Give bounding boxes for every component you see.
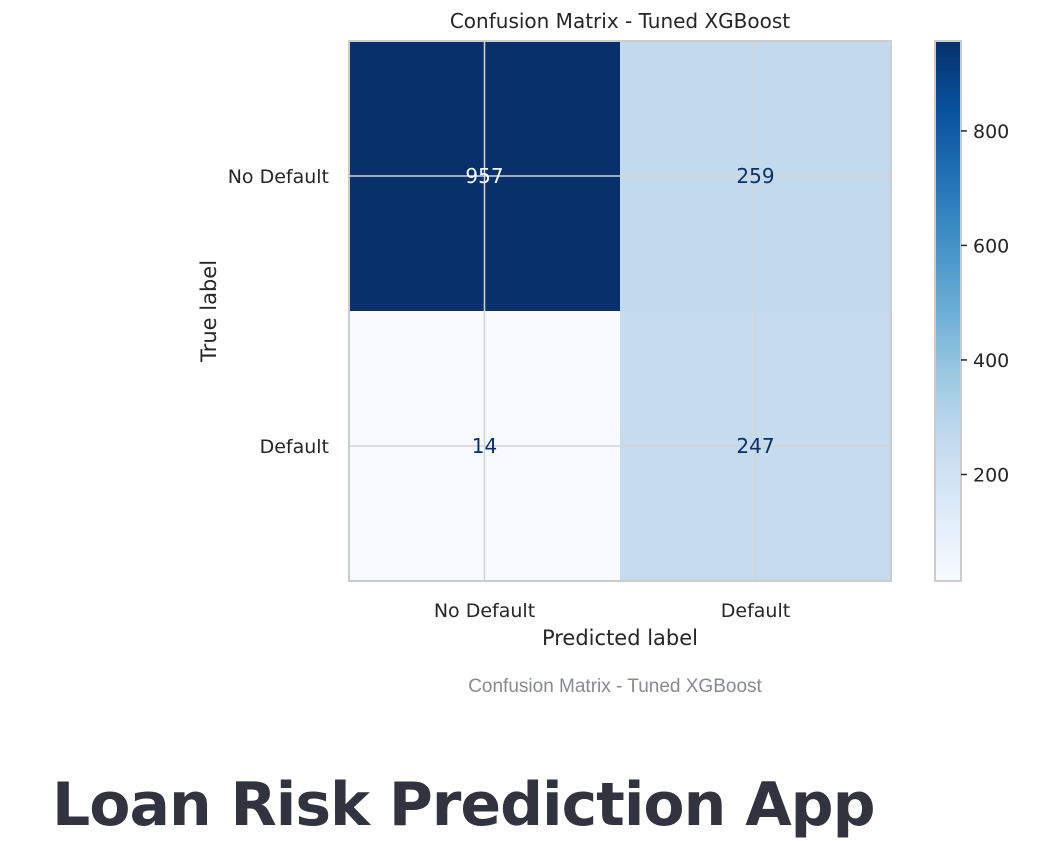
x-tick-label: Default xyxy=(721,600,790,622)
chart-title: Confusion Matrix - Tuned XGBoost xyxy=(450,9,790,33)
confusion-matrix-figure: Confusion Matrix - Tuned XGBoost 957 259 14… xyxy=(197,9,1009,650)
x-tick-label: No Default xyxy=(434,600,535,622)
cell-value-label: 247 xyxy=(736,434,774,458)
colorbar-tick-label: 200 xyxy=(973,464,1009,486)
colorbar-tick-label: 600 xyxy=(973,235,1009,257)
axes-frame xyxy=(348,40,892,582)
colorbar xyxy=(934,40,962,582)
colorbar-tick-label: 800 xyxy=(973,121,1009,143)
page-title: Loan Risk Prediction App xyxy=(52,770,876,840)
figure-caption: Confusion Matrix - Tuned XGBoost xyxy=(468,676,762,697)
cell-value-label: 14 xyxy=(472,434,497,458)
y-tick-label: Default xyxy=(260,436,329,458)
cell-value-label: 957 xyxy=(465,164,503,188)
x-axis-label: Predicted label xyxy=(542,626,698,650)
colorbar-tick-label: 400 xyxy=(973,350,1009,372)
y-axis-label: True label xyxy=(197,260,221,363)
y-tick-label: No Default xyxy=(228,166,329,188)
cell-value-label: 259 xyxy=(736,164,774,188)
